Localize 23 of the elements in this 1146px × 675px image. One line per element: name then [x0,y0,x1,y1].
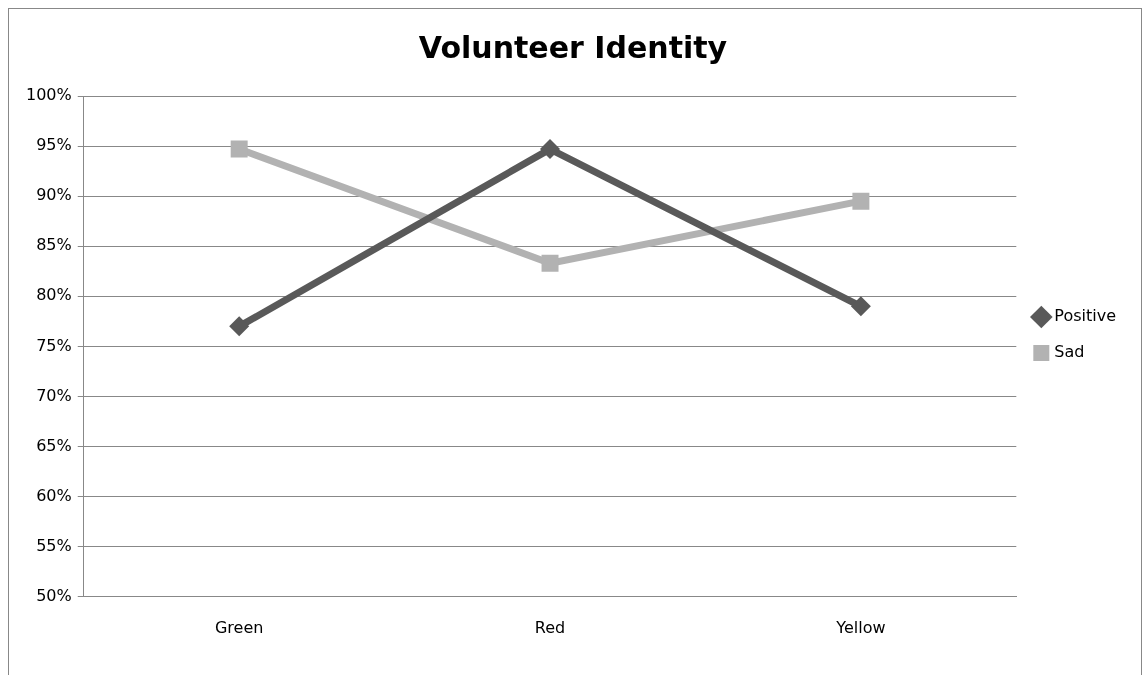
y-tick-label: 85% [36,235,72,255]
x-tick-label: Green [214,617,264,637]
y-tick-label: 55% [36,535,72,555]
point [230,140,248,158]
x-tick-label: Yellow [835,617,886,637]
y-tick-label: 60% [36,485,72,505]
y-tick-label: 90% [36,185,72,205]
y-tick-label: 70% [36,385,72,405]
y-tick-label: 75% [36,335,72,355]
point [850,296,871,317]
chart-title: Volunteer Identity [418,29,728,65]
point [541,254,559,272]
y-tick-label: 95% [36,135,72,155]
point [229,316,250,337]
legend-label: Sad [1054,342,1085,362]
y-tick-label: 80% [36,285,72,305]
x-tick-label: Red [534,617,566,637]
y-tick-label: 50% [36,585,72,605]
point [852,192,870,210]
legend-label: Positive [1054,306,1117,326]
point [540,139,561,160]
y-tick-label: 100% [25,85,72,105]
y-tick-label: 65% [36,435,72,455]
